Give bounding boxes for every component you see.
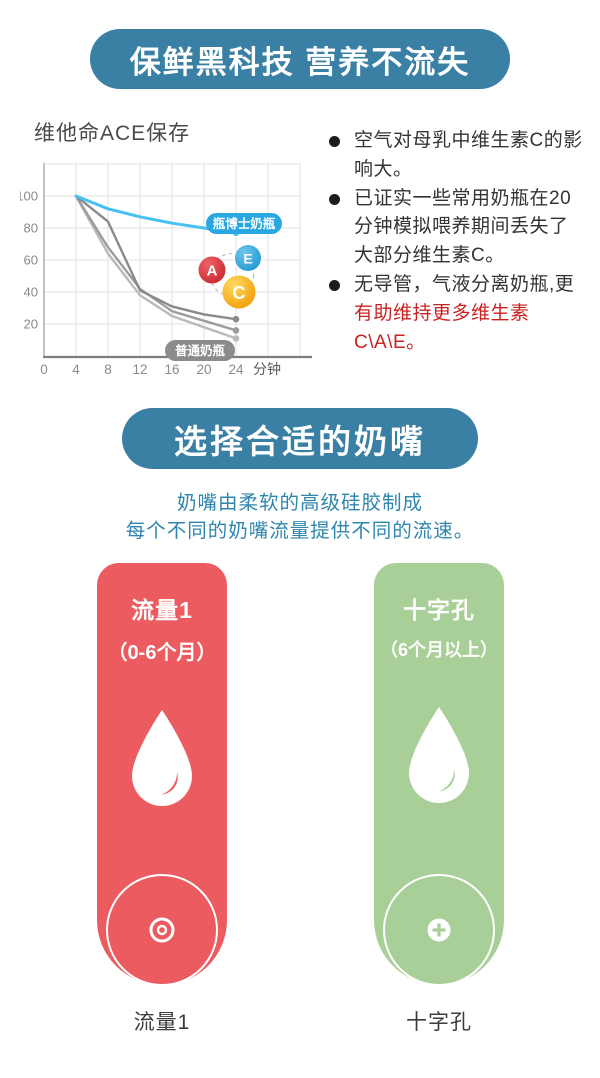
svg-text:40: 40	[24, 285, 38, 300]
flow-card-cross-cut: 十字孔 （6个月以上）	[374, 563, 504, 986]
nipple-hole-ring	[106, 874, 218, 986]
svg-text:E: E	[243, 250, 252, 266]
list-item: 已证实一些常用奶瓶在20分钟模拟喂养期间丢失了大部分维生素C。	[329, 185, 587, 271]
svg-text:100: 100	[20, 189, 38, 204]
svg-text:分钟: 分钟	[253, 361, 281, 377]
header-banner-title: 保鲜黑科技 营养不流失	[129, 44, 471, 80]
header-banner: 保鲜黑科技 营养不流失	[90, 29, 510, 89]
svg-text:0: 0	[40, 362, 48, 377]
card-caption: 十字孔	[406, 1011, 472, 1034]
subtitle-line: 每个不同的奶嘴流量提供不同的流速。	[125, 520, 475, 542]
nipple-hole-ring	[383, 874, 495, 986]
plus-icon	[427, 918, 451, 942]
list-item: 无导管，气液分离奶瓶,更有助维持更多维生素C\A\E。	[329, 271, 587, 357]
bullet-icon	[329, 193, 340, 205]
svg-text:20: 20	[196, 362, 211, 377]
target-icon	[149, 917, 175, 943]
nipple-banner-title: 选择合适的奶嘴	[174, 422, 426, 460]
water-drop-icon	[409, 707, 469, 803]
chart-title: 维他命ACE保存	[34, 122, 191, 145]
water-drop-icon	[132, 710, 192, 806]
note-text: 无导管，气液分离奶瓶,更有助维持更多维生素C\A\E。	[354, 271, 587, 357]
notes-list: 空气对母乳中维生素C的影响大。 已证实一些常用奶瓶在20分钟模拟喂养期间丢失了大…	[329, 127, 587, 357]
svg-text:瓶博士奶瓶: 瓶博士奶瓶	[213, 216, 276, 231]
svg-text:A: A	[207, 263, 218, 280]
flow-card-level1: 流量1 （0-6个月）	[97, 563, 227, 986]
card-title: 流量1	[131, 597, 193, 623]
note-text: 已证实一些常用奶瓶在20分钟模拟喂养期间丢失了大部分维生素C。	[354, 187, 572, 267]
svg-text:8: 8	[104, 362, 112, 377]
svg-text:C: C	[233, 283, 246, 303]
svg-text:16: 16	[164, 362, 179, 377]
note-text: 空气对母乳中维生素C的影响大。	[354, 130, 583, 180]
svg-text:20: 20	[24, 317, 38, 332]
nipple-banner: 选择合适的奶嘴	[122, 408, 478, 469]
subtitle-line: 奶嘴由柔软的高级硅胶制成	[176, 492, 423, 514]
svg-text:24: 24	[228, 362, 244, 377]
nipple-subtitle: 奶嘴由柔软的高级硅胶制成 每个不同的奶嘴流量提供不同的流速。	[0, 489, 600, 545]
svg-text:普通奶瓶: 普通奶瓶	[175, 343, 226, 358]
card-subtitle: （0-6个月）	[107, 642, 217, 664]
svg-text:4: 4	[72, 362, 80, 377]
svg-text:12: 12	[132, 362, 147, 377]
note-text-red: 有助维持更多维生素C\A\E。	[354, 302, 530, 353]
card-caption: 流量1	[133, 1011, 191, 1034]
list-item: 空气对母乳中维生素C的影响大。	[329, 127, 587, 185]
svg-text:60: 60	[24, 253, 38, 268]
card-title: 十字孔	[403, 597, 475, 623]
card-subtitle: （6个月以上）	[379, 640, 498, 660]
bullet-icon	[329, 136, 340, 147]
bullet-icon	[329, 279, 340, 291]
svg-text:80: 80	[24, 221, 38, 236]
note-text-dark: 无导管，气液分离奶瓶,更	[354, 273, 575, 295]
